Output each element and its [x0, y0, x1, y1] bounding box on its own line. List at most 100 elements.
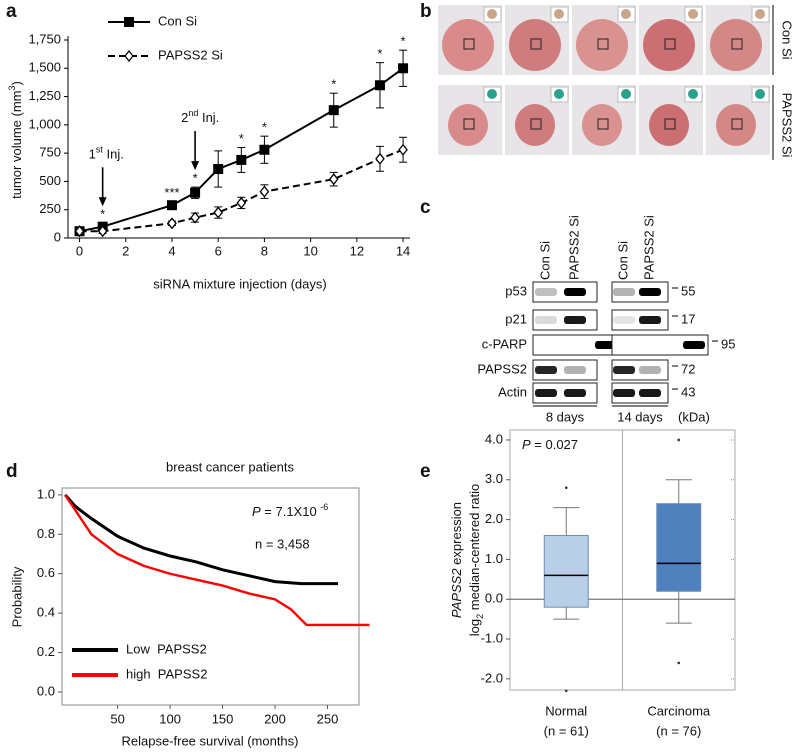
panel-label: e [420, 461, 431, 482]
tumor [515, 104, 555, 146]
y-tick-label: 750 [39, 145, 61, 160]
row-label: Actin [498, 384, 527, 399]
roi-box [530, 38, 542, 50]
annotation-part: nd [188, 108, 198, 118]
point [398, 143, 408, 156]
marker-label: 95 [721, 336, 735, 351]
y-tick-label: 0.0 [485, 591, 503, 606]
y-tick-label: 1.0 [37, 486, 55, 501]
point [374, 80, 385, 91]
y-axis-label-part: ) [9, 81, 24, 85]
x-sublabel: (n = 76) [656, 723, 701, 738]
x-tick-label: 8 [261, 243, 268, 258]
y-tick-label: 0.6 [37, 565, 55, 580]
x-tick-label: Carcinoma [647, 703, 711, 718]
roi-box [463, 118, 475, 130]
roi-box [664, 118, 676, 130]
x-tick-label: 6 [215, 243, 222, 258]
blot-frame [611, 334, 709, 356]
x-tick-label: 0 [76, 243, 83, 258]
survival-curve [64, 493, 339, 586]
annotation: 1st Inj. [89, 145, 124, 162]
significance: * [331, 77, 336, 92]
y-tick-label: 0.0 [37, 683, 55, 698]
n-label: n = 3,458 [255, 536, 310, 551]
marker-label: 72 [681, 361, 695, 376]
y-axis-label-part: log [467, 619, 482, 636]
annotation-part: 1 [89, 147, 96, 162]
x-axis-label: Relapse-free survival (months) [121, 733, 298, 748]
band [564, 316, 586, 324]
band [564, 389, 586, 397]
blot-frame [532, 359, 598, 381]
time-label: 8 days [546, 409, 585, 424]
outlier [564, 486, 568, 490]
roi-box [597, 118, 609, 130]
band [639, 288, 661, 296]
significance: * [239, 131, 244, 146]
x-tick-label: 4 [168, 243, 175, 258]
y-tick-label: 3.0 [485, 471, 503, 486]
point [236, 154, 247, 165]
tumor [716, 104, 756, 146]
significance: * [377, 46, 382, 61]
roi-box [731, 38, 743, 50]
significance: * [262, 120, 267, 135]
band [613, 366, 635, 374]
inset-tissue [621, 9, 631, 19]
roi-box [597, 38, 609, 50]
lane-label: PAPSS2 Si [566, 215, 581, 280]
y-tick-label: 1,250 [28, 88, 61, 103]
x-tick-label: 200 [264, 711, 286, 726]
y-tick-label: 0 [54, 229, 61, 244]
point [166, 200, 177, 211]
outlier [564, 689, 568, 693]
point [398, 63, 409, 74]
significance: * [401, 34, 406, 49]
x-tick-label: 14 [396, 243, 410, 258]
x-sublabel: (n = 61) [544, 723, 589, 738]
box [656, 503, 702, 592]
p-value-part: -6 [320, 502, 328, 512]
point [213, 206, 224, 219]
band [535, 366, 557, 374]
y-tick-label: 1,500 [28, 60, 61, 75]
y-axis-label-part: 3 [7, 85, 17, 90]
roi-box [530, 118, 542, 130]
point [328, 173, 339, 186]
x-tick-label: 150 [212, 711, 234, 726]
arrow-head [191, 161, 200, 171]
box [543, 535, 589, 608]
roi-box [731, 118, 743, 130]
x-tick-label: 250 [317, 711, 339, 726]
band [564, 288, 586, 296]
point [190, 187, 201, 198]
y-tick-label: -2.0 [481, 670, 503, 685]
roi-box [664, 38, 676, 50]
inset-tissue [621, 89, 631, 99]
panel-label: a [6, 1, 17, 22]
y-axis-label-part: tumor volume (mm [9, 91, 24, 199]
y-axis-label-part: expression [449, 502, 464, 568]
y-axis-label-part: median-centered ratio [467, 484, 482, 614]
x-tick-label: 10 [303, 243, 317, 258]
tumor [509, 19, 561, 71]
annotation: 2nd Inj. [181, 108, 219, 125]
tumor [576, 19, 628, 71]
series-line [79, 67, 404, 233]
time-label: 14 days [617, 409, 663, 424]
p-value-part: = 0.027 [531, 437, 578, 452]
row-label: PAPSS2 Si [780, 93, 795, 158]
lane-label: Con Si [537, 241, 552, 280]
inset-tissue [688, 89, 698, 99]
point [74, 225, 85, 238]
panel-label: c [420, 197, 431, 218]
band [639, 366, 661, 374]
point [97, 225, 108, 238]
y-tick-label: 2.0 [485, 511, 503, 526]
x-tick-label: Normal [545, 703, 587, 718]
survival-curve [64, 494, 370, 627]
band [639, 316, 661, 324]
point [328, 105, 339, 116]
